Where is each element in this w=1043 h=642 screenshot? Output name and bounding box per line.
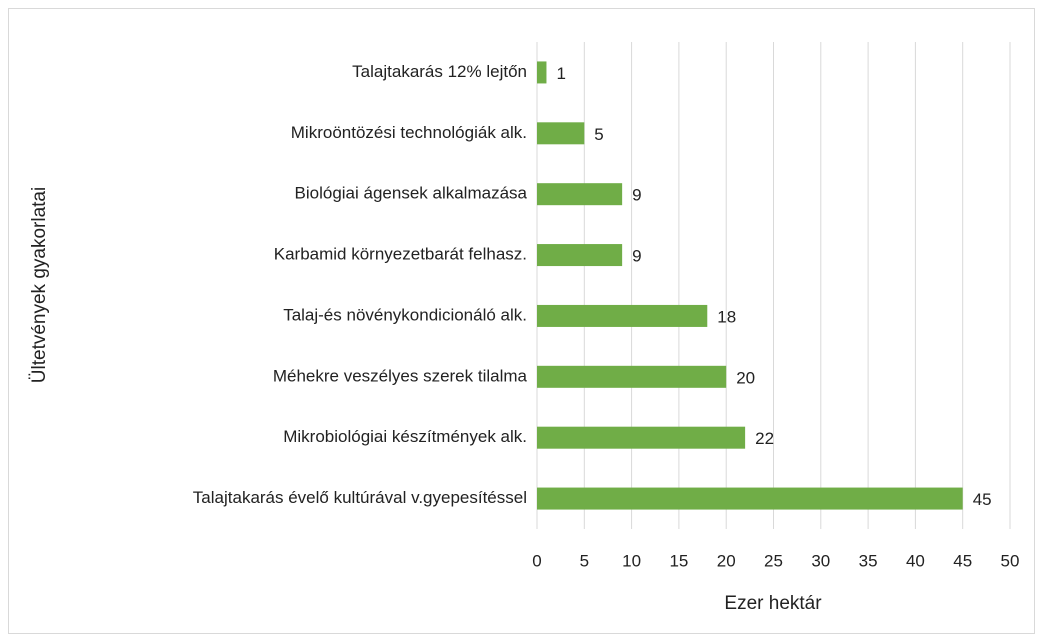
y-axis-title: Ültetvények gyakorlatai — [29, 187, 50, 383]
bar — [537, 183, 623, 206]
x-tick-label: 5 — [580, 551, 589, 570]
y-tick-label: Biológiai ágensek alkalmazása — [295, 184, 528, 203]
value-label: 9 — [632, 247, 641, 266]
bar — [537, 365, 727, 388]
y-tick-label: Mikroöntözési technológiák alk. — [291, 123, 527, 142]
bar — [537, 244, 623, 267]
x-tick-label: 35 — [859, 551, 878, 570]
value-label: 18 — [717, 307, 736, 326]
x-tick-label: 20 — [717, 551, 736, 570]
x-tick-label: 0 — [532, 551, 541, 570]
value-label: 5 — [594, 125, 603, 144]
bar — [537, 426, 746, 449]
value-label: 20 — [736, 368, 755, 387]
bar — [537, 122, 585, 145]
value-label: 1 — [556, 64, 565, 83]
chart-frame — [8, 8, 1035, 634]
x-tick-label: 30 — [811, 551, 830, 570]
value-label: 45 — [973, 490, 992, 509]
value-label: 9 — [632, 186, 641, 205]
y-tick-label: Méhekre veszélyes szerek tilalma — [273, 366, 528, 385]
y-tick-label: Karbamid környezetbarát felhasz. — [274, 245, 527, 264]
y-tick-label: Talaj-és növénykondicionáló alk. — [283, 305, 527, 324]
x-axis-title: Ezer hektár — [724, 593, 822, 614]
x-tick-label: 25 — [764, 551, 783, 570]
x-tick-label: 50 — [1001, 551, 1020, 570]
y-tick-label: Talajtakarás 12% lejtőn — [352, 62, 527, 81]
x-tick-label: 10 — [622, 551, 641, 570]
bar — [537, 487, 963, 510]
bar — [537, 304, 708, 327]
x-tick-label: 40 — [906, 551, 925, 570]
bar — [537, 61, 547, 84]
x-tick-label: 15 — [669, 551, 688, 570]
y-tick-label: Talajtakarás évelő kultúrával v.gyepesít… — [193, 488, 527, 507]
y-tick-label: Mikrobiológiai készítmények alk. — [283, 427, 527, 446]
x-tick-label: 45 — [953, 551, 972, 570]
value-label: 22 — [755, 429, 774, 448]
